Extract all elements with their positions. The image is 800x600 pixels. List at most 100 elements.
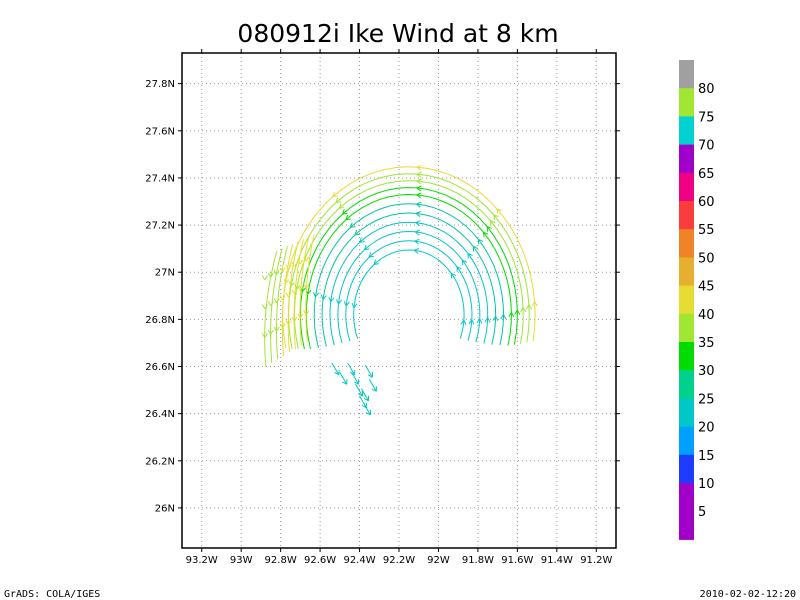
wind-arrowhead bbox=[357, 391, 364, 397]
wind-arrowhead bbox=[273, 298, 280, 304]
wind-vector bbox=[361, 388, 370, 402]
lat-tick-label: 27N bbox=[155, 268, 175, 279]
wind-streamline-east bbox=[328, 220, 491, 346]
wind-streamline-east bbox=[351, 247, 467, 339]
wind-streamline-path bbox=[288, 173, 530, 349]
plot-title: 080912i Ike Wind at 8 km bbox=[237, 19, 558, 48]
lon-tick-label: 91.8W bbox=[462, 555, 494, 566]
wind-arrowhead bbox=[367, 372, 373, 378]
wind-arrowhead bbox=[365, 409, 372, 416]
colorbar: 80 75 70 65 60 55 50 45 40 35 30 25 20 15 10 5 bbox=[679, 60, 715, 540]
lat-tick-label: 27.6N bbox=[145, 126, 175, 137]
wind-arrowhead bbox=[371, 386, 377, 392]
wind-arrowhead bbox=[456, 266, 462, 272]
wind-arrowhead bbox=[291, 262, 298, 267]
wind-arrowhead bbox=[297, 259, 304, 265]
wind-arrowhead bbox=[285, 320, 292, 325]
wind-vector bbox=[339, 372, 348, 385]
wind-arrowhead bbox=[416, 185, 422, 192]
colorbar-segment bbox=[679, 370, 694, 399]
wind-streamline-path bbox=[275, 246, 288, 360]
colorbar-segment bbox=[679, 172, 694, 202]
wind-streamline-path bbox=[299, 187, 518, 350]
wind-streamline-path bbox=[287, 241, 299, 353]
wind-streamline-path bbox=[270, 248, 283, 364]
lat-tick-label: 27.8N bbox=[145, 79, 175, 90]
wind-arrowhead bbox=[415, 220, 421, 227]
wind-streamline-path bbox=[353, 249, 465, 339]
wind-arrowhead bbox=[486, 226, 492, 232]
wind-arrowhead bbox=[493, 214, 499, 220]
wind-arrowhead bbox=[285, 264, 292, 270]
colorbar-segment bbox=[679, 426, 694, 456]
wind-arrowhead bbox=[279, 295, 286, 301]
wind-arrowhead bbox=[342, 209, 348, 215]
wind-arrowhead bbox=[279, 267, 286, 273]
wind-vector-shaft bbox=[368, 379, 377, 392]
wind-arrowhead bbox=[460, 319, 467, 326]
wind-streamline-path bbox=[345, 240, 473, 342]
colorbar-segment bbox=[679, 511, 694, 540]
wind-arrowhead bbox=[415, 211, 421, 217]
wind-arrowhead bbox=[303, 310, 310, 316]
wind-streamline-path bbox=[281, 243, 294, 356]
wind-streamline-west bbox=[279, 243, 294, 356]
wind-arrowhead bbox=[338, 203, 345, 209]
lon-tick-label: 91.4W bbox=[541, 555, 573, 566]
wind-streamline-east bbox=[288, 171, 532, 349]
footer-timestamp: 2010-02-02-12:20 bbox=[700, 589, 796, 600]
wind-arrowhead bbox=[500, 314, 507, 320]
wind-arrowhead bbox=[363, 244, 370, 251]
wind-arrowhead bbox=[416, 164, 422, 171]
wind-arrowhead bbox=[342, 379, 348, 385]
colorbar-label: 45 bbox=[698, 280, 715, 295]
colorbar-label: 25 bbox=[698, 392, 715, 407]
wind-streamline-path bbox=[329, 221, 489, 346]
lon-tick-label: 93W bbox=[230, 555, 253, 566]
colorbar-segment bbox=[679, 88, 694, 117]
wind-arrowhead bbox=[343, 301, 350, 307]
wind-arrowhead bbox=[477, 238, 484, 245]
wind-arrowhead bbox=[468, 319, 475, 325]
wind-vector bbox=[368, 379, 377, 392]
wind-vector-shaft bbox=[364, 364, 373, 378]
lon-tick-label: 92W bbox=[427, 555, 450, 566]
wind-arrowhead bbox=[514, 309, 521, 315]
wind-streamline-east bbox=[299, 185, 521, 350]
wind-arrowhead bbox=[261, 304, 268, 310]
colorbar-segment bbox=[679, 257, 694, 287]
lat-tick-label: 27.2N bbox=[145, 221, 175, 232]
wind-arrowhead bbox=[363, 395, 370, 402]
wind-streamline-east bbox=[320, 211, 499, 347]
wind-streamline-east bbox=[305, 192, 515, 349]
colorbar-label: 50 bbox=[698, 251, 715, 266]
wind-vector bbox=[364, 364, 373, 378]
lat-tick-label: 26N bbox=[155, 503, 175, 514]
wind-arrowhead bbox=[416, 178, 422, 185]
wind-arrowhead bbox=[328, 296, 335, 303]
colorbar-segment bbox=[679, 483, 694, 512]
wind-arrowhead bbox=[291, 289, 298, 295]
wind-arrowhead bbox=[462, 259, 468, 266]
colorbar-segment bbox=[679, 285, 694, 315]
wind-arrowhead bbox=[472, 246, 479, 252]
colorbar-label: 5 bbox=[698, 505, 706, 520]
grid-lines bbox=[182, 53, 616, 548]
wind-arrowhead bbox=[353, 379, 360, 385]
wind-streamline-path bbox=[337, 230, 481, 344]
wind-arrowhead bbox=[267, 272, 274, 278]
colorbar-label: 20 bbox=[698, 421, 715, 436]
wind-streamline-east bbox=[293, 178, 527, 350]
lon-tick-label: 91.6W bbox=[501, 555, 533, 566]
wind-arrowhead bbox=[414, 229, 421, 236]
wind-streamline-path bbox=[321, 212, 497, 347]
wind-arrowhead bbox=[492, 316, 499, 322]
wind-streamline-path bbox=[293, 180, 524, 350]
footer-credit: GrADS: COLA/IGES bbox=[4, 589, 100, 600]
wind-streamline-west bbox=[267, 248, 283, 364]
colorbar-label: 55 bbox=[698, 223, 715, 238]
wind-vector-shaft bbox=[347, 362, 356, 376]
colorbar-label: 80 bbox=[698, 82, 715, 97]
colorbar-segment bbox=[679, 313, 694, 343]
wind-vector-shaft bbox=[355, 383, 363, 397]
